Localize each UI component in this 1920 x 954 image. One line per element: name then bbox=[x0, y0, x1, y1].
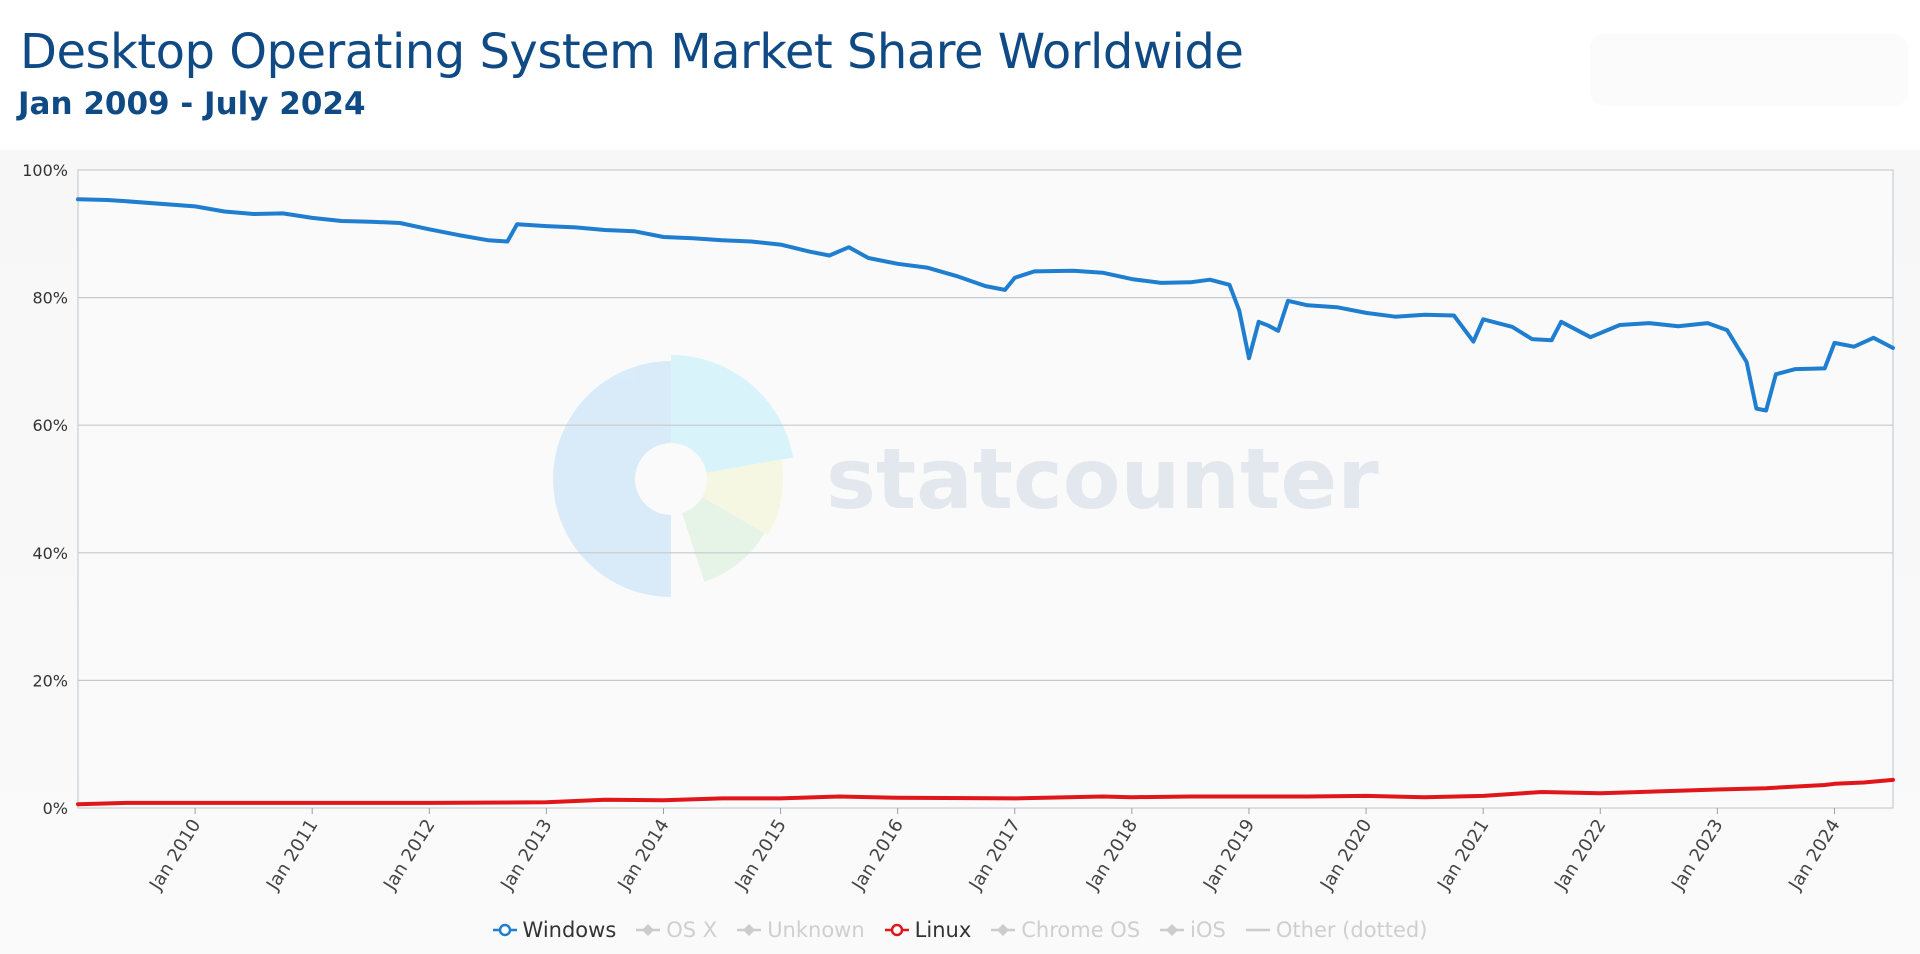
x-tick-label: Jan 2015 bbox=[730, 816, 790, 895]
x-tick-label: Jan 2020 bbox=[1316, 816, 1376, 895]
x-tick-label: Jan 2012 bbox=[379, 816, 439, 895]
chart-title: Desktop Operating System Market Share Wo… bbox=[20, 24, 1244, 80]
legend-label: iOS bbox=[1190, 918, 1226, 942]
y-tick-label: 60% bbox=[32, 416, 68, 435]
legend-marker-icon bbox=[737, 924, 762, 936]
legend-marker-icon bbox=[1245, 928, 1270, 932]
y-tick-label: 100% bbox=[22, 161, 68, 180]
watermark-text: statcounter bbox=[826, 430, 1379, 528]
legend-marker-icon bbox=[492, 923, 517, 937]
x-tick-label: Jan 2017 bbox=[965, 816, 1025, 895]
legend-marker-icon bbox=[1160, 924, 1185, 936]
x-tick-label: Jan 2010 bbox=[145, 816, 205, 895]
legend-marker-icon bbox=[884, 923, 909, 937]
legend-item-chrome-os[interactable]: Chrome OS bbox=[991, 918, 1140, 942]
x-tick-label: Jan 2022 bbox=[1550, 816, 1610, 895]
y-tick-label: 0% bbox=[43, 799, 68, 818]
x-tick-label: Jan 2011 bbox=[262, 816, 322, 895]
x-tick-label: Jan 2021 bbox=[1433, 816, 1493, 895]
x-tick-label: Jan 2014 bbox=[613, 816, 673, 895]
watermark-logo-hole bbox=[635, 443, 707, 515]
legend-item-linux[interactable]: Linux bbox=[884, 918, 972, 942]
y-tick-label: 40% bbox=[32, 544, 68, 563]
legend-marker-icon bbox=[991, 924, 1016, 936]
chart-subtitle: Jan 2009 - July 2024 bbox=[18, 86, 366, 122]
legend-item-unknown[interactable]: Unknown bbox=[737, 918, 865, 942]
watermark-logo-segment bbox=[553, 361, 671, 597]
legend-item-ios[interactable]: iOS bbox=[1160, 918, 1226, 942]
x-tick-label: Jan 2018 bbox=[1082, 816, 1142, 895]
legend-label: Unknown bbox=[767, 918, 865, 942]
legend: Windows OS X Unknown Linux Chrome OS iOS Other… bbox=[0, 912, 1920, 948]
y-tick-label: 20% bbox=[32, 671, 68, 690]
legend-item-os-x[interactable]: OS X bbox=[636, 918, 717, 942]
x-tick-label: Jan 2024 bbox=[1784, 816, 1844, 895]
legend-item-windows[interactable]: Windows bbox=[492, 918, 617, 942]
x-tick-label: Jan 2013 bbox=[496, 816, 556, 895]
series-line-linux bbox=[76, 777, 1895, 807]
series-line-windows bbox=[76, 197, 1895, 413]
header-corner-panel bbox=[1590, 34, 1908, 106]
line-chart: statcounter 0% 20% 40% 60% 80% 100% Jan 2010 Jan… bbox=[22, 161, 1895, 895]
x-tick-label: Jan 2023 bbox=[1667, 816, 1727, 895]
legend-label: Other (dotted) bbox=[1275, 918, 1428, 942]
watermark-logo-segment bbox=[671, 355, 794, 479]
y-tick-label: 80% bbox=[32, 289, 68, 308]
statcounter-watermark: statcounter bbox=[553, 355, 1379, 597]
legend-item-other-dotted[interactable]: Other (dotted) bbox=[1245, 918, 1428, 942]
legend-label: Windows bbox=[522, 918, 617, 942]
x-tick-label: Jan 2019 bbox=[1199, 816, 1259, 895]
x-tick-label: Jan 2016 bbox=[848, 816, 908, 895]
plot-area bbox=[77, 169, 1894, 809]
legend-marker-icon bbox=[636, 924, 661, 936]
legend-label: Linux bbox=[914, 918, 972, 942]
legend-label: OS X bbox=[666, 918, 718, 942]
legend-label: Chrome OS bbox=[1021, 918, 1141, 942]
